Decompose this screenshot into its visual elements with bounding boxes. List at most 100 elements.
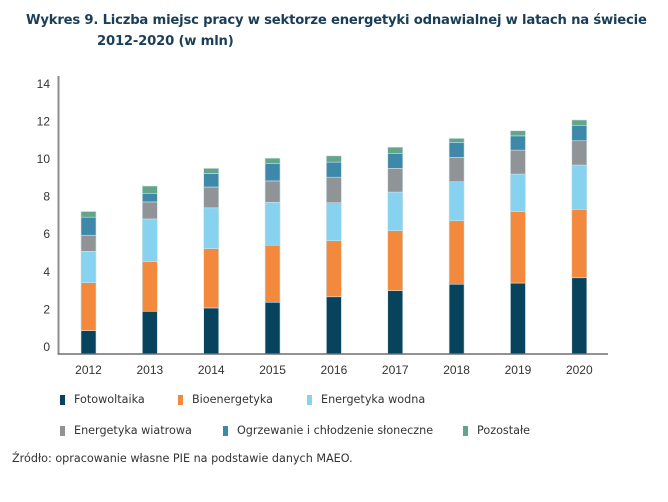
bar-segment-2019-series-2 <box>510 173 526 213</box>
bar-segment-2018-series-3 <box>448 157 465 183</box>
bar-segment-2014-series-1 <box>203 248 219 309</box>
bar-segment-2014-series-4 <box>203 173 219 188</box>
bar-segment-2019-series-5 <box>510 130 526 137</box>
chart-title-line-2: 2012-2020 (w mln) <box>97 34 234 49</box>
bar-segment-2016-series-4 <box>326 161 342 178</box>
bar-stack-2016 <box>326 155 342 355</box>
y-tick-label: 10 <box>37 152 51 166</box>
bar-segment-2017-series-5 <box>387 146 404 154</box>
bar-stack-2018 <box>448 138 465 355</box>
bar-segment-2013-series-2 <box>142 218 158 262</box>
x-tick-label: 2013 <box>136 363 163 377</box>
bar-segment-2018-series-0 <box>448 283 465 355</box>
bar-segment-2016-series-0 <box>326 296 342 355</box>
bar-segment-2015-series-4 <box>264 163 281 182</box>
legend-swatch-bioenergetyka <box>178 394 183 405</box>
legend-item-fotowoltaika: Fotowoltaika <box>60 393 145 406</box>
bar-segment-2019-series-4 <box>510 135 526 151</box>
x-tick-label: 2019 <box>505 363 532 377</box>
bar-segment-2019-series-3 <box>510 149 526 175</box>
y-axis-ticks: 0 2 4 6 8 10 12 14 <box>37 77 51 354</box>
bar-stack-2019 <box>510 130 526 355</box>
bar-segment-2018-series-5 <box>448 138 465 143</box>
x-tick-label: 2012 <box>75 363 102 377</box>
legend-swatch-ogrzewanie-chlodzenie <box>223 425 228 436</box>
bar-segment-2013-series-4 <box>142 192 158 203</box>
x-tick-label: 2016 <box>321 363 348 377</box>
legend-item-bioenergetyka: Bioenergetyka <box>178 393 273 406</box>
x-tick-label: 2014 <box>198 363 225 377</box>
bar-segment-2014-series-0 <box>203 307 219 355</box>
bar-segment-2012-series-2 <box>80 250 97 283</box>
bar-segment-2020-series-4 <box>571 124 588 142</box>
chart-title-line-1: Wykres 9. Liczba miejsc pracy w sektorze… <box>26 13 647 28</box>
legend-label-ogrzewanie-chlodzenie: Ogrzewanie i chłodzenie słoneczne <box>237 424 434 437</box>
y-tick-label: 4 <box>43 265 50 279</box>
bar-segment-2018-series-2 <box>448 181 465 222</box>
y-tick-label: 6 <box>43 227 50 241</box>
bar-segment-2016-series-1 <box>326 240 342 298</box>
source-note: Źródło: opracowanie własne PIE na podsta… <box>12 452 353 465</box>
bar-segment-2012-series-5 <box>80 211 97 218</box>
bar-segment-2012-series-4 <box>80 216 97 236</box>
y-tick-label: 0 <box>43 340 50 354</box>
bar-segment-2017-series-2 <box>387 191 404 232</box>
bar-segment-2015-series-5 <box>264 157 281 164</box>
bar-segment-2020-series-1 <box>571 209 588 279</box>
legend-item-ogrzewanie-chlodzenie: Ogrzewanie i chłodzenie słoneczne <box>223 424 433 437</box>
legend-label-bioenergetyka: Bioenergetyka <box>192 393 274 406</box>
bar-segment-2018-series-1 <box>448 220 465 285</box>
x-tick-label: 2020 <box>566 363 593 377</box>
bar-segment-2013-series-3 <box>142 201 158 220</box>
bar-segment-2013-series-1 <box>142 261 158 312</box>
bar-segment-2017-series-4 <box>387 152 404 169</box>
legend-item-pozostale: Pozostałe <box>463 424 530 437</box>
bar-segment-2012-series-1 <box>80 282 97 331</box>
bar-segment-2013-series-5 <box>142 185 158 194</box>
bar-segment-2017-series-0 <box>387 290 404 355</box>
bar-segment-2016-series-2 <box>326 202 342 242</box>
x-tick-label: 2018 <box>443 363 470 377</box>
bar-segment-2013-series-0 <box>142 310 158 355</box>
bar-segment-2020-series-3 <box>571 140 588 166</box>
bar-segment-2016-series-5 <box>326 155 342 163</box>
bar-segment-2019-series-0 <box>510 282 526 355</box>
legend-label-fotowoltaika: Fotowoltaika <box>74 393 145 406</box>
bar-segment-2017-series-3 <box>387 168 404 193</box>
bar-segment-2014-series-5 <box>203 168 219 174</box>
bar-segment-2020-series-2 <box>571 164 588 210</box>
bar-stack-2014 <box>203 168 219 355</box>
legend-swatch-pozostale <box>463 425 468 436</box>
bar-segment-2014-series-2 <box>203 207 219 249</box>
legend-label-energetyka-wiatrowa: Energetyka wiatrowa <box>74 424 192 437</box>
chart-title: Wykres 9. Liczba miejsc pracy w sektorze… <box>26 10 647 52</box>
bar-segment-2015-series-2 <box>264 201 281 246</box>
legend-item-energetyka-wodna: Energetyka wodna <box>307 393 425 406</box>
bar-segment-2014-series-3 <box>203 186 219 209</box>
bar-segment-2020-series-5 <box>571 119 588 126</box>
bar-segment-2016-series-3 <box>326 176 342 203</box>
bar-segment-2015-series-1 <box>264 244 281 303</box>
legend-swatch-energetyka-wodna <box>307 394 312 405</box>
bar-stack-2020 <box>571 119 588 355</box>
legend-label-pozostale: Pozostałe <box>477 424 531 437</box>
bar-segment-2020-series-0 <box>571 277 588 355</box>
y-tick-label: 8 <box>43 190 50 204</box>
bar-segment-2012-series-0 <box>80 330 97 355</box>
bar-segment-2019-series-1 <box>510 211 526 284</box>
legend-item-energetyka-wiatrowa: Energetyka wiatrowa <box>60 424 192 437</box>
legend-swatch-energetyka-wiatrowa <box>60 425 65 436</box>
bar-stack-2015 <box>264 157 281 355</box>
bar-segment-2018-series-4 <box>448 142 465 158</box>
legend-label-energetyka-wodna: Energetyka wodna <box>321 393 426 406</box>
bar-stack-2012 <box>80 211 97 355</box>
y-tick-label: 14 <box>37 77 51 91</box>
bar-segment-2015-series-3 <box>264 180 281 203</box>
x-axis-ticks: 2012 2013 2014 2015 2016 2017 2018 2019 2020 <box>75 363 593 377</box>
bar-stack-2017 <box>387 146 404 355</box>
y-tick-label: 2 <box>43 302 50 316</box>
x-tick-label: 2017 <box>382 363 409 377</box>
bars <box>80 119 588 355</box>
bar-segment-2017-series-1 <box>387 230 404 291</box>
